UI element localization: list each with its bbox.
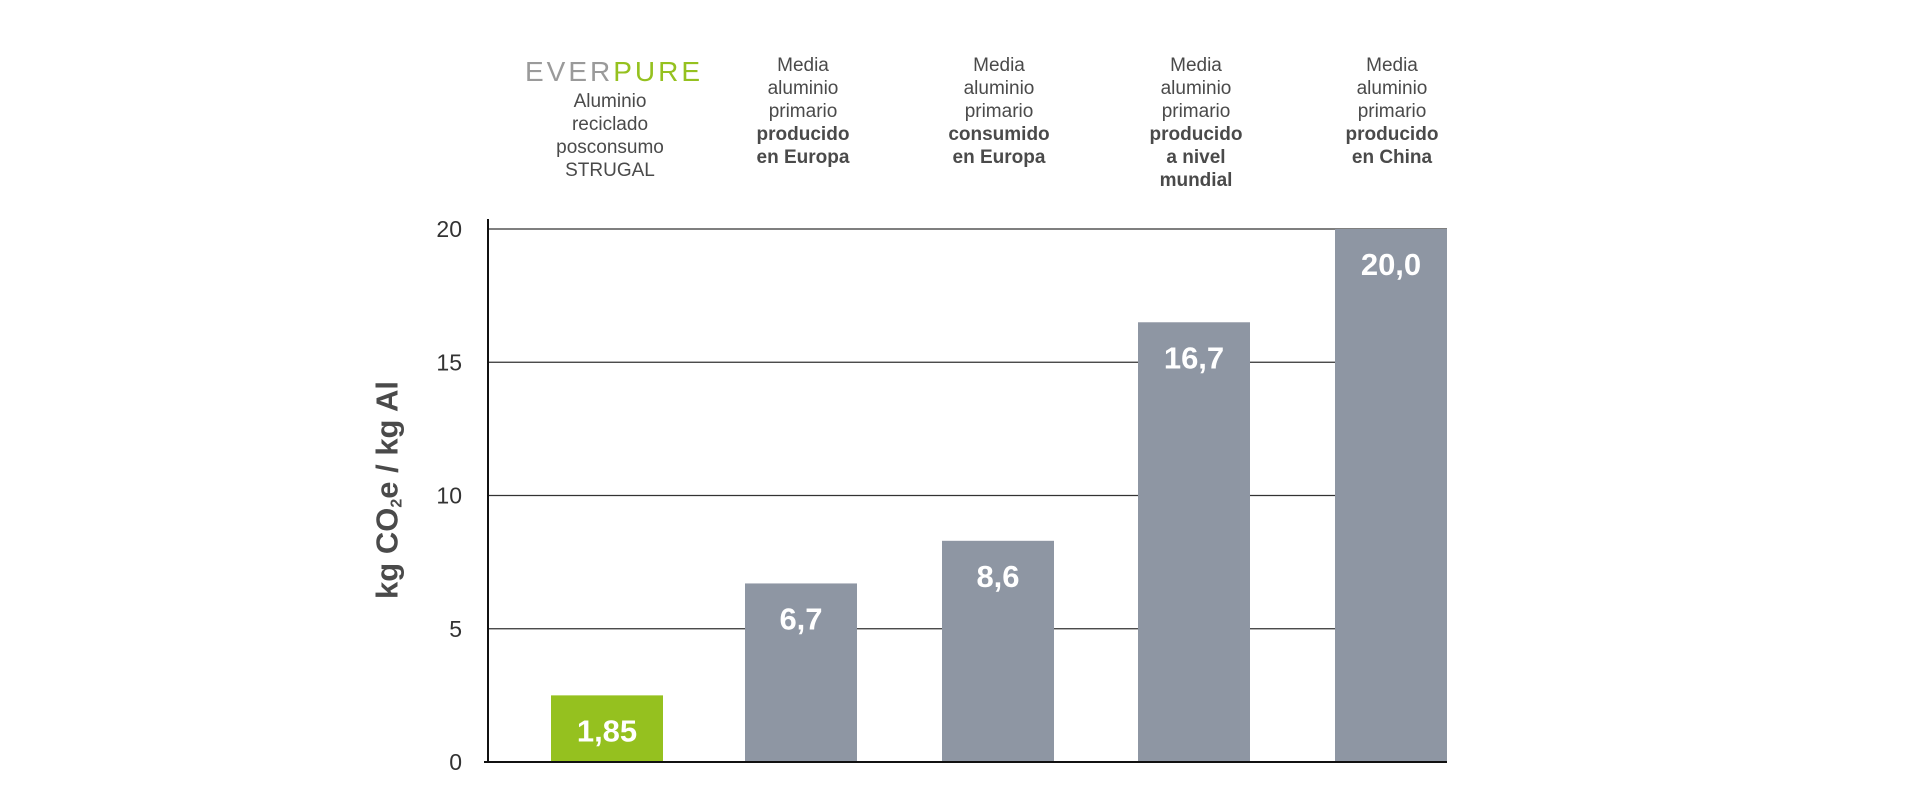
bar-3 (1138, 322, 1250, 762)
category-label-line: en China (1351, 147, 1433, 168)
category-label-line: en Europa (756, 147, 850, 168)
y-tick-label: 0 (449, 749, 462, 775)
category-label-line: aluminio (1160, 78, 1232, 99)
y-tick-label: 20 (436, 216, 462, 242)
y-tick-label: 15 (436, 349, 462, 375)
category-label-line: producido (1149, 124, 1243, 145)
category-label-line: en Europa (952, 147, 1046, 168)
y-tick-label: 10 (436, 483, 462, 509)
bar-2 (942, 540, 1054, 762)
category-label-line: posconsumo (556, 137, 664, 158)
bar-value-label: 16,7 (1164, 340, 1224, 375)
category-label-line: primario (1161, 101, 1231, 122)
bar-value-label: 20,0 (1361, 247, 1421, 282)
bar-4 (1335, 229, 1447, 762)
category-header-2: Media aluminio primario consumido en Europa (914, 54, 1084, 169)
category-header-3: Media aluminio primario producido a nivel mun… (1111, 54, 1281, 192)
bar-0 (551, 695, 663, 762)
category-label-line: primario (964, 101, 1034, 122)
category-label-line: producido (1345, 124, 1439, 145)
category-label-line: a nivel (1166, 147, 1226, 168)
category-label-line: aluminio (1356, 78, 1428, 99)
bar-value-label: 8,6 (976, 559, 1019, 594)
category-label-line: primario (768, 101, 838, 122)
bar-1 (745, 583, 857, 762)
category-label-line: aluminio (963, 78, 1035, 99)
everpure-logo: EVERPURE (525, 56, 704, 87)
category-label-line: Media (777, 55, 829, 76)
bar-value-label: 6,7 (779, 601, 822, 636)
bar-value-label: 1,85 (577, 713, 637, 748)
category-label-line: consumido (948, 124, 1050, 145)
category-label-line: STRUGAL (565, 160, 655, 181)
category-label-line: reciclado (571, 114, 649, 135)
category-label-line: mundial (1159, 170, 1233, 191)
category-label-line: Media (973, 55, 1025, 76)
category-label-line: producido (756, 124, 850, 145)
category-label-line: Media (1170, 55, 1222, 76)
y-axis-label: kg CO2e / kg Al (369, 381, 406, 599)
category-label-line: aluminio (767, 78, 839, 99)
category-header-4: Media aluminio primario producido en China (1307, 54, 1477, 169)
y-tick-label: 5 (449, 616, 462, 642)
category-label-line: Aluminio (573, 91, 647, 112)
category-label-line: Media (1366, 55, 1418, 76)
category-header-1: Media aluminio primario producido en Europa (718, 54, 888, 169)
category-label-line: primario (1357, 101, 1427, 122)
category-header-0: EVERPURE Aluminio reciclado posconsumo STRU… (525, 56, 704, 182)
